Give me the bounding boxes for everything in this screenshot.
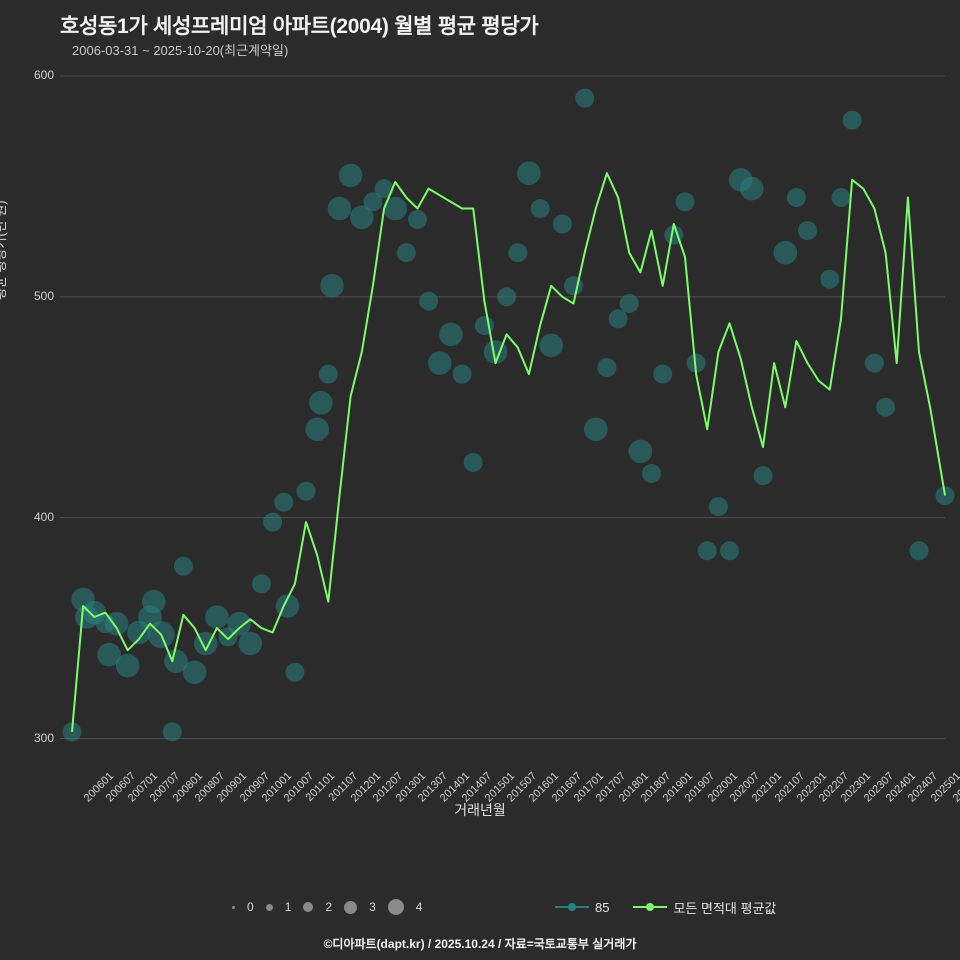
legend-size-dot <box>344 900 358 914</box>
y-tick-label: 600 <box>33 68 54 82</box>
legend-series-item[interactable]: 85 <box>555 900 609 915</box>
legend-series-label: 85 <box>595 899 610 915</box>
legend-size-label: 0 <box>247 900 254 914</box>
legend-series-label: 모든 면적대 평균값 <box>673 900 777 916</box>
chart-legend: 0 1 2 3 4 85 모든 면적대 평균값 <box>0 890 960 930</box>
y-tick-label: 500 <box>33 288 54 303</box>
legend-size-dot <box>232 905 235 909</box>
legend-size-label: 1 <box>284 900 292 914</box>
y-tick-label: 300 <box>33 730 54 745</box>
bubble-size-legend: 0 1 2 3 4 <box>225 890 427 924</box>
legend-series-marker <box>555 901 589 913</box>
legend-size-label: 2 <box>325 900 333 914</box>
legend-size-dot <box>387 899 404 915</box>
legend-size-label: 4 <box>415 900 423 914</box>
footer-credit: ©디아파트(dapt.kr) / 2025.10.24 / 자료=국토교통부 실… <box>323 937 637 951</box>
page-title: 호성동1가 세성프레미엄 아파트(2004) 월별 평균 평당가 <box>60 15 539 38</box>
y-axis-label: 평균 평당가(만 원) <box>0 200 8 300</box>
legend-series-marker <box>633 901 668 913</box>
legend-size-dot <box>265 903 273 911</box>
legend-size-label: 3 <box>369 900 376 914</box>
legend-size-dot <box>303 902 314 912</box>
legend-series-item[interactable]: 모든 면적대 평균값 <box>633 898 776 917</box>
page-subtitle: 2006-03-31 ~ 2025-10-20(최근계약일) <box>72 43 289 58</box>
y-tick-label: 400 <box>33 509 54 524</box>
series-legend: 85 모든 면적대 평균값 <box>555 890 794 924</box>
x-axis-ticks: 200601 200607 200701 200707 200801 200807 2009… <box>0 768 960 828</box>
x-axis-label: 거래년월 <box>454 802 506 818</box>
